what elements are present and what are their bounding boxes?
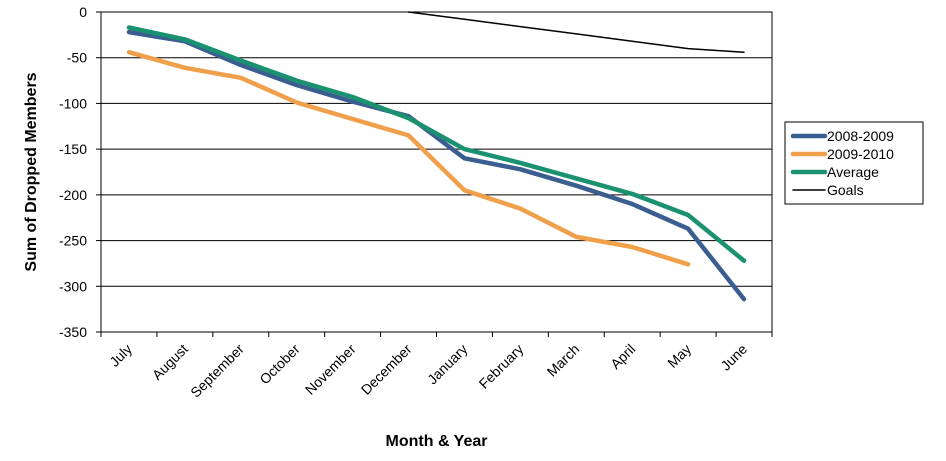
plot-frame	[100, 11, 773, 333]
x-tick-label: May	[664, 341, 694, 371]
y-axis: 0 -50 -100 -150 -200 -250 -300 -350	[59, 4, 101, 340]
x-tick-label: December	[358, 341, 415, 398]
x-tick-label: June	[717, 341, 750, 374]
x-tick-label: April	[607, 341, 638, 372]
y-tick-label: -250	[59, 233, 87, 249]
series-group	[126, 11, 747, 302]
series-line-average	[126, 25, 747, 263]
legend-label-2008-2009: 2008-2009	[827, 128, 894, 144]
series-line-2009-2010	[126, 49, 691, 267]
x-tick-label: September	[187, 341, 247, 401]
legend-label-2009-2010: 2009-2010	[827, 146, 894, 162]
grid	[101, 11, 772, 333]
legend-label-goals: Goals	[827, 182, 864, 198]
x-tick-label: August	[149, 341, 191, 383]
y-tick-label: -150	[59, 141, 87, 157]
series-line-goals	[407, 11, 745, 53]
legend-label-average: Average	[827, 164, 879, 180]
series-line-2008-2009	[126, 29, 747, 302]
y-tick-label: 0	[79, 4, 87, 20]
x-tick-label: March	[544, 341, 583, 380]
y-tick-label: -50	[67, 50, 87, 66]
y-axis-title: Sum of Dropped Members	[23, 72, 40, 271]
x-tick-label: July	[106, 341, 135, 370]
x-tick-label: November	[302, 341, 359, 398]
x-axis-title: Month & Year	[386, 433, 488, 450]
y-tick-label: -200	[59, 187, 87, 203]
y-tick-label: -100	[59, 95, 87, 111]
x-tick-label: February	[476, 341, 527, 392]
y-tick-label: -350	[59, 324, 87, 340]
x-tick-label: October	[256, 341, 303, 388]
x-tick-label: January	[424, 341, 471, 388]
y-tick-label: -300	[59, 278, 87, 294]
legend: 2008-2009 2009-2010 Average Goals	[784, 121, 924, 205]
